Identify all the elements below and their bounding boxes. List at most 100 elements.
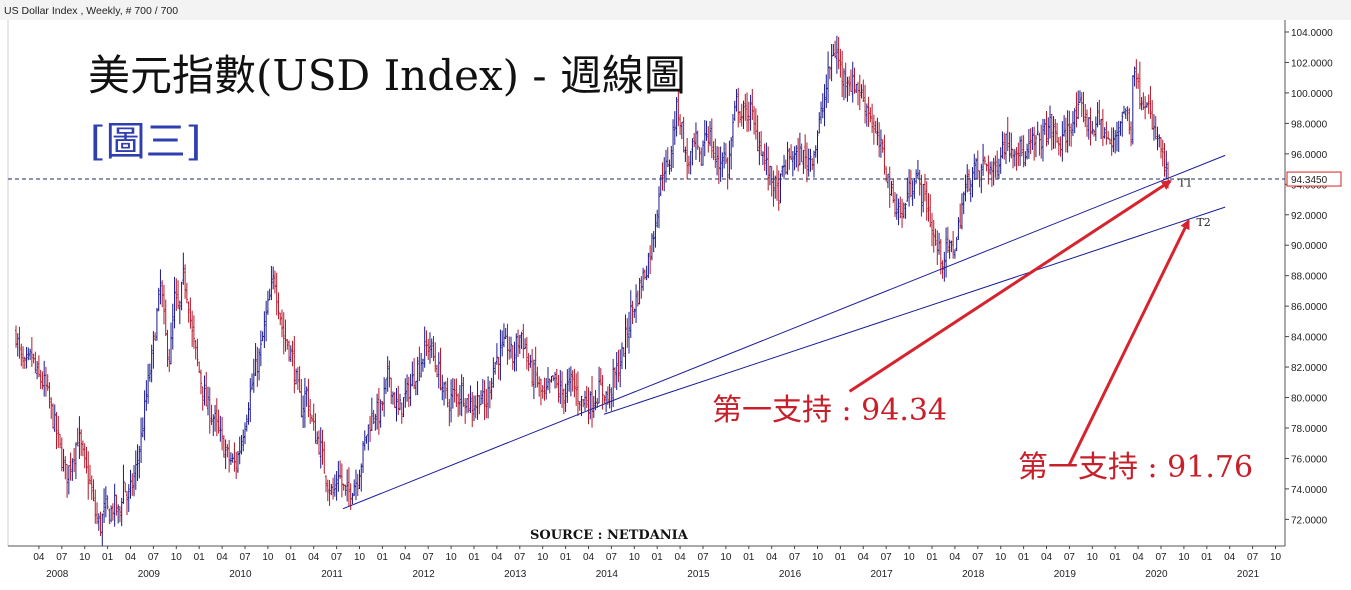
chart-subtitle: [圖三] bbox=[90, 119, 201, 165]
x-month-label-51: 01 bbox=[1201, 552, 1213, 563]
source-label: SOURCE : NETDANIA bbox=[530, 528, 689, 543]
x-month-label-53: 07 bbox=[1247, 552, 1259, 563]
x-month-label-7: 01 bbox=[194, 552, 206, 563]
window-title: US Dollar Index , Weekly, # 700 / 700 bbox=[4, 5, 178, 17]
trendline-T1 bbox=[342, 154, 1226, 510]
y-tick-label-4: 96.0000 bbox=[1291, 150, 1328, 161]
x-month-label-27: 01 bbox=[652, 552, 664, 563]
x-month-label-31: 01 bbox=[743, 552, 755, 563]
chart-title: 美元指數(USD Index) - 週線圖 bbox=[88, 51, 686, 100]
x-month-label-6: 10 bbox=[171, 552, 183, 563]
y-tick-label-10: 84.0000 bbox=[1291, 333, 1328, 344]
x-month-label-13: 07 bbox=[331, 552, 343, 563]
x-month-label-9: 07 bbox=[239, 552, 251, 563]
y-tick-label-0: 104.0000 bbox=[1291, 28, 1333, 39]
x-month-label-34: 10 bbox=[812, 552, 824, 563]
x-month-label-24: 04 bbox=[583, 552, 595, 563]
x-month-label-30: 10 bbox=[720, 552, 732, 563]
x-month-label-29: 07 bbox=[697, 552, 709, 563]
y-tick-label-16: 72.0000 bbox=[1291, 515, 1328, 526]
x-month-label-14: 10 bbox=[354, 552, 366, 563]
x-month-label-43: 01 bbox=[1018, 552, 1030, 563]
x-year-label-8: 2016 bbox=[779, 569, 802, 580]
x-year-label-12: 2020 bbox=[1145, 569, 1168, 580]
x-year-label-10: 2018 bbox=[962, 569, 985, 580]
x-month-label-4: 04 bbox=[125, 552, 137, 563]
x-axis: 04 07 10 01 04 07 10 01 04 07 10 01 04 07 10 01 04 07 10 01… bbox=[33, 546, 1281, 580]
candlestick-series bbox=[15, 35, 1170, 546]
y-tick-label-6: 92.0000 bbox=[1291, 211, 1328, 222]
x-month-label-12: 04 bbox=[308, 552, 320, 563]
x-year-label-0: 2008 bbox=[46, 569, 69, 580]
x-month-label-45: 07 bbox=[1064, 552, 1076, 563]
x-month-label-52: 04 bbox=[1224, 552, 1236, 563]
annotation-arrow-T2 bbox=[1068, 219, 1190, 466]
y-tick-label-3: 98.0000 bbox=[1291, 119, 1328, 130]
x-month-label-15: 01 bbox=[377, 552, 389, 563]
x-month-label-25: 07 bbox=[606, 552, 618, 563]
y-tick-label-15: 74.0000 bbox=[1291, 485, 1328, 496]
y-tick-label-11: 82.0000 bbox=[1291, 363, 1328, 374]
y-tick-label-12: 80.0000 bbox=[1291, 394, 1328, 405]
x-year-label-5: 2013 bbox=[504, 569, 527, 580]
x-month-label-17: 07 bbox=[423, 552, 435, 563]
x-month-label-33: 07 bbox=[789, 552, 801, 563]
x-month-label-48: 04 bbox=[1133, 552, 1145, 563]
x-year-label-3: 2011 bbox=[321, 569, 343, 580]
x-year-label-11: 2019 bbox=[1054, 569, 1077, 580]
annotations-layer: T1 第一支持 : 94.34 T2 第一支持 : 91.76 bbox=[712, 176, 1253, 485]
y-tick-label-9: 86.0000 bbox=[1291, 302, 1328, 313]
x-month-label-40: 04 bbox=[949, 552, 961, 563]
x-month-label-23: 01 bbox=[560, 552, 572, 563]
last-value-label: 94.3450 bbox=[1291, 175, 1328, 186]
x-month-label-46: 10 bbox=[1087, 552, 1099, 563]
y-tick-label-7: 90.0000 bbox=[1291, 241, 1328, 252]
x-month-label-10: 10 bbox=[262, 552, 274, 563]
trendlines-layer bbox=[8, 154, 1285, 510]
x-month-label-21: 07 bbox=[514, 552, 526, 563]
window-title-bar bbox=[0, 0, 1351, 20]
x-month-label-20: 04 bbox=[491, 552, 503, 563]
x-year-label-7: 2015 bbox=[687, 569, 710, 580]
x-year-label-9: 2017 bbox=[870, 569, 893, 580]
x-month-label-19: 01 bbox=[468, 552, 480, 563]
x-month-label-36: 04 bbox=[858, 552, 870, 563]
trendline-label-T1: T1 bbox=[1178, 176, 1192, 189]
x-month-label-16: 04 bbox=[400, 552, 412, 563]
x-month-label-5: 07 bbox=[148, 552, 160, 563]
x-month-label-3: 01 bbox=[102, 552, 114, 563]
x-month-label-39: 01 bbox=[926, 552, 938, 563]
y-tick-label-13: 78.0000 bbox=[1291, 424, 1328, 435]
y-tick-label-14: 76.0000 bbox=[1291, 454, 1328, 465]
x-month-label-18: 10 bbox=[446, 552, 458, 563]
x-month-label-49: 07 bbox=[1155, 552, 1167, 563]
x-month-label-32: 04 bbox=[766, 552, 778, 563]
y-tick-label-1: 102.0000 bbox=[1291, 58, 1333, 69]
x-month-label-2: 10 bbox=[79, 552, 91, 563]
y-tick-label-2: 100.0000 bbox=[1291, 89, 1333, 100]
x-month-label-41: 07 bbox=[972, 552, 984, 563]
x-month-label-50: 10 bbox=[1178, 552, 1190, 563]
x-month-label-42: 10 bbox=[995, 552, 1007, 563]
x-month-label-11: 01 bbox=[285, 552, 297, 563]
x-year-label-2: 2010 bbox=[229, 569, 252, 580]
last-value-box bbox=[1286, 171, 1342, 187]
x-month-label-35: 01 bbox=[835, 552, 847, 563]
x-month-label-8: 04 bbox=[217, 552, 229, 563]
annotation-text-T2: 第一支持 : 91.76 bbox=[1018, 450, 1253, 485]
x-year-label-13: 2021 bbox=[1237, 569, 1260, 580]
y-axis: 104.0000 102.0000 100.0000 98.0000 96.0000 94… bbox=[1285, 28, 1342, 526]
annotation-text-T1: 第一支持 : 94.34 bbox=[712, 393, 947, 428]
x-month-label-22: 10 bbox=[537, 552, 549, 563]
annotation-arrow-T1 bbox=[848, 179, 1172, 393]
x-month-label-1: 07 bbox=[56, 552, 68, 563]
x-month-label-0: 04 bbox=[33, 552, 45, 563]
x-month-label-54: 10 bbox=[1270, 552, 1282, 563]
x-year-label-6: 2014 bbox=[596, 569, 619, 580]
x-month-label-37: 07 bbox=[881, 552, 893, 563]
x-month-label-47: 01 bbox=[1110, 552, 1122, 563]
x-month-label-28: 04 bbox=[675, 552, 687, 563]
x-year-label-4: 2012 bbox=[412, 569, 435, 580]
